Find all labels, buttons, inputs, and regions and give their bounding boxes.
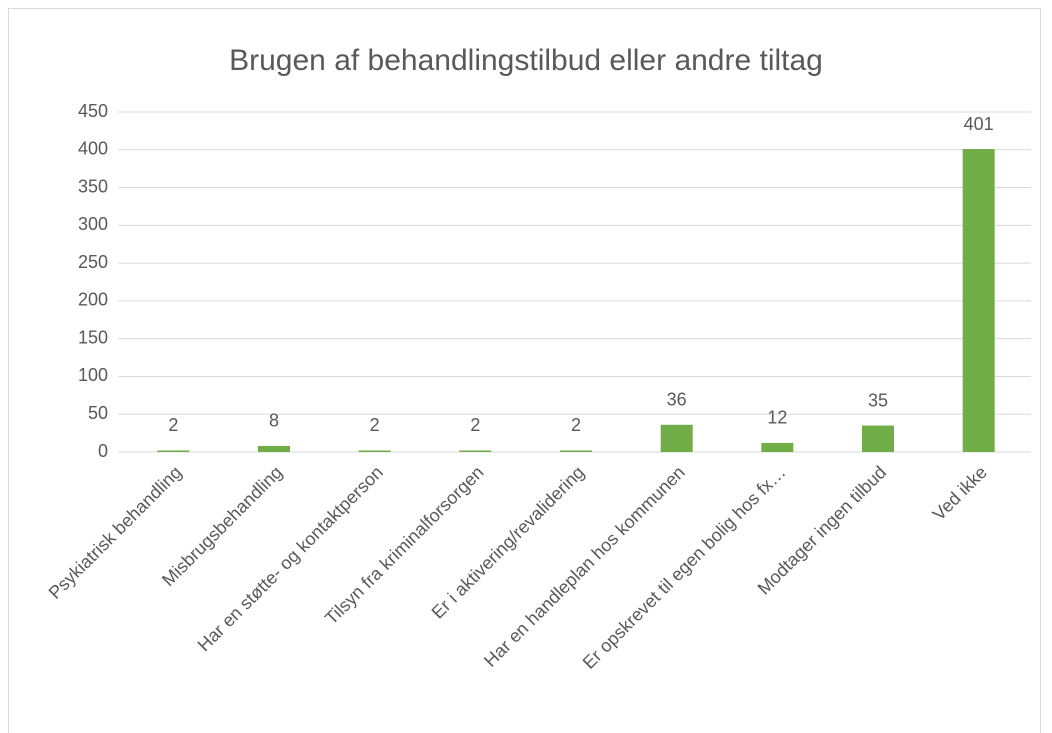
data-label: 2 — [168, 415, 178, 435]
chart-border — [8, 8, 1041, 733]
bar — [459, 450, 492, 452]
bar — [258, 445, 290, 452]
y-tick-label: 400 — [78, 139, 108, 159]
data-label: 2 — [571, 415, 581, 435]
y-tick-label: 0 — [98, 441, 108, 461]
y-tick-label: 350 — [78, 176, 108, 196]
bar — [560, 450, 592, 452]
y-tick-label: 200 — [78, 290, 108, 310]
bar — [358, 450, 391, 452]
data-label: 8 — [269, 411, 279, 431]
data-label: 2 — [370, 415, 380, 435]
bar — [962, 149, 995, 452]
data-label: 401 — [964, 114, 994, 134]
y-tick-label: 150 — [78, 327, 108, 347]
y-tick-label: 50 — [88, 403, 108, 423]
data-label: 12 — [767, 408, 787, 428]
data-label: 35 — [868, 390, 888, 410]
y-tick-label: 100 — [78, 365, 108, 385]
chart-title: Brugen af behandlingstilbud eller andre … — [229, 44, 823, 77]
bar — [157, 450, 190, 452]
bar — [660, 424, 693, 452]
bar — [761, 442, 794, 452]
y-tick-label: 450 — [78, 101, 108, 121]
y-tick-label: 300 — [78, 214, 108, 234]
data-label: 2 — [470, 415, 480, 435]
y-tick-label: 250 — [78, 252, 108, 272]
bar — [862, 425, 894, 452]
data-label: 36 — [667, 390, 687, 410]
